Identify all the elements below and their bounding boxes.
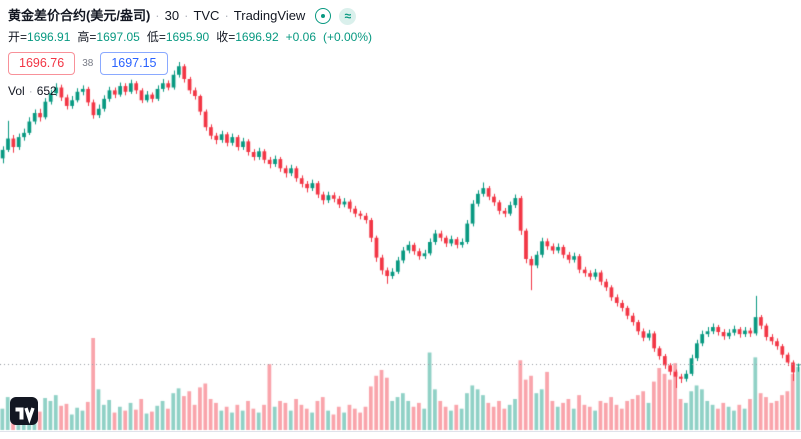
low-value: 1695.90	[165, 30, 210, 44]
exchange-label: TVC	[193, 8, 220, 23]
open-readout: 开= 1696.91	[8, 30, 70, 45]
low-label: 低=	[146, 30, 166, 44]
market-status-icon[interactable]	[315, 8, 332, 24]
separator-dot: ·	[224, 8, 229, 23]
change-value: +0.06	[285, 30, 316, 44]
close-value: 1696.92	[235, 30, 279, 44]
separator-dot: ·	[28, 84, 33, 98]
delayed-data-approx-icon[interactable]: ≈	[339, 7, 357, 25]
high-readout: 高= 1697.05	[77, 30, 139, 45]
time-axis-separator	[0, 431, 801, 432]
spread-value: 38	[82, 58, 94, 69]
brand-label[interactable]: TradingView	[233, 8, 306, 23]
interval-label[interactable]: 30	[164, 8, 180, 23]
change-percent: (+0.00%)	[323, 30, 373, 44]
separator-dot: ·	[155, 8, 160, 23]
volume-label: Vol	[8, 84, 25, 98]
separator-dot: ·	[184, 8, 189, 23]
symbol-name[interactable]: 黄金差价合约(美元/盎司)	[8, 8, 151, 23]
volume-legend: Vol · 652	[8, 84, 372, 98]
open-value: 1696.91	[27, 30, 71, 44]
symbol-title-row: 黄金差价合约(美元/盎司) · 30 · TVC · TradingView ≈	[8, 7, 372, 25]
chart-legend: 黄金差价合约(美元/盎司) · 30 · TVC · TradingView ≈…	[8, 7, 372, 98]
tradingview-logo-icon	[10, 397, 38, 425]
ohlc-readout: 开= 1696.91 高= 1697.05 低= 1695.90 收= 1696.92 …	[8, 30, 372, 45]
close-readout: 收= 1696.92	[216, 30, 278, 45]
high-value: 1697.05	[96, 30, 140, 44]
tradingview-logo[interactable]	[10, 397, 38, 425]
low-readout: 低= 1695.90	[147, 30, 209, 45]
status-dot	[321, 14, 326, 18]
sell-button[interactable]: 1696.76	[8, 52, 76, 75]
close-label: 收=	[216, 30, 236, 44]
buy-button[interactable]: 1697.15	[100, 52, 168, 75]
open-label: 开=	[8, 30, 28, 44]
volume-value: 652	[36, 84, 57, 98]
high-label: 高=	[77, 30, 97, 44]
buy-sell-panel: 1696.76 38 1697.15	[8, 52, 372, 75]
